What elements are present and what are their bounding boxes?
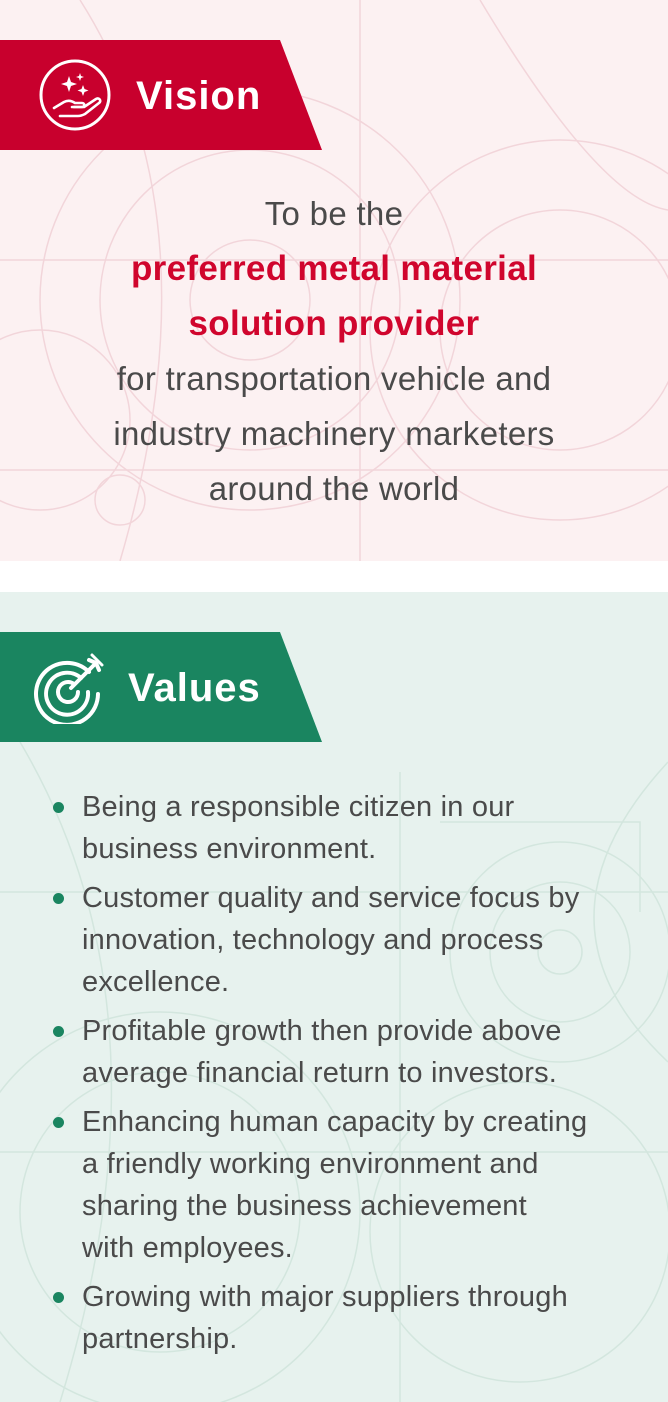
vision-statement-line: for transportation vehicle and xyxy=(116,360,552,397)
values-section: Values Being a responsible citizen in ou… xyxy=(0,592,668,1402)
vision-statement: To be the preferred metal material solut… xyxy=(0,186,668,516)
vision-statement-intro: To be the xyxy=(264,195,404,232)
values-list: Being a responsible citizen in our busin… xyxy=(0,786,668,1367)
bullet-icon xyxy=(53,802,64,813)
bullet-icon xyxy=(53,1026,64,1037)
bullet-icon xyxy=(53,1117,64,1128)
vision-highlight-line: preferred metal material xyxy=(131,249,537,288)
vision-statement-line: around the world xyxy=(208,470,460,507)
vision-highlight-line: solution provider xyxy=(188,304,480,343)
values-banner: Values xyxy=(0,632,322,742)
list-item: Profitable growth then provide above ave… xyxy=(0,1010,668,1094)
vision-banner: Vision xyxy=(0,40,322,150)
bullet-icon xyxy=(53,1292,64,1303)
list-item: Growing with major suppliers through par… xyxy=(0,1276,668,1360)
target-arrow-icon xyxy=(34,653,104,724)
vision-title: Vision xyxy=(136,74,262,118)
list-item: Being a responsible citizen in our busin… xyxy=(0,786,668,870)
list-item: Enhancing human capacity by creating a f… xyxy=(0,1101,668,1269)
list-item: Customer quality and service focus by in… xyxy=(0,877,668,1003)
values-banner-shape xyxy=(0,632,322,742)
vision-section: Vision To be the preferred metal materia… xyxy=(0,0,668,561)
vision-statement-line: industry machinery marketers xyxy=(113,415,555,452)
vision-banner-shape xyxy=(0,40,322,150)
values-title: Values xyxy=(128,666,261,710)
bullet-icon xyxy=(53,893,64,904)
hand-sparkles-icon xyxy=(39,59,111,131)
